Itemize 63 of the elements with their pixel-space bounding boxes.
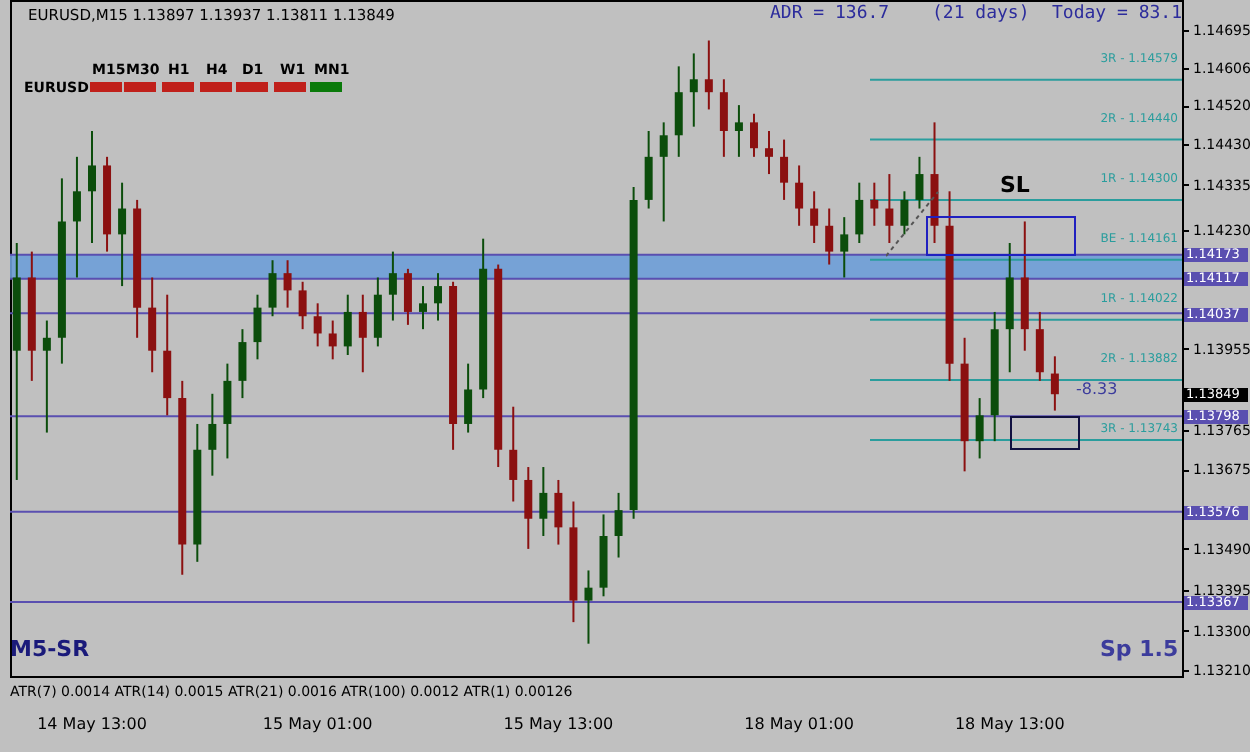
- x-tick-label: 18 May 13:00: [954, 715, 1065, 733]
- candlestick: [855, 181, 864, 244]
- candlestick: [704, 39, 713, 111]
- annotation: Sp 1.5: [1100, 636, 1179, 662]
- candlestick: [554, 478, 563, 546]
- annotation: M5-SR: [10, 636, 90, 662]
- candlestick: [780, 138, 789, 201]
- candlestick: [298, 280, 307, 331]
- candlestick: [118, 181, 127, 288]
- candlestick: [434, 272, 443, 322]
- annotation: (21 days): [932, 4, 1030, 24]
- candlestick: [1035, 310, 1044, 382]
- x-tick-label: 15 May 13:00: [503, 715, 614, 733]
- annotation: -8.33: [1076, 380, 1118, 399]
- candlestick: [674, 65, 683, 158]
- candlestick: [1050, 355, 1059, 412]
- candlestick: [358, 293, 367, 374]
- candlestick: [418, 285, 427, 331]
- candlestick: [253, 293, 262, 361]
- candlestick: [539, 466, 548, 537]
- candlestick: [313, 302, 322, 348]
- x-tick-label: 15 May 01:00: [262, 715, 373, 733]
- candlestick: [403, 267, 412, 326]
- annotation: SL: [1000, 172, 1030, 198]
- candlestick: [900, 190, 909, 236]
- candlestick: [283, 259, 292, 309]
- candlestick: [885, 173, 894, 244]
- candlestick: [223, 362, 232, 460]
- candlestick: [208, 392, 217, 477]
- candlestick: [524, 466, 533, 550]
- candlestick: [268, 259, 277, 318]
- candlestick: [810, 190, 819, 244]
- candlestick: [42, 319, 51, 434]
- candlestick: [509, 405, 518, 503]
- candlestick: [388, 250, 397, 322]
- candlestick: [795, 164, 804, 227]
- candlestick: [87, 129, 96, 244]
- candlestick: [870, 181, 879, 227]
- candlestick: [689, 52, 698, 128]
- annotation: Today = 83.1: [1052, 4, 1183, 24]
- candlestick: [825, 207, 834, 266]
- candlestick: [373, 276, 382, 348]
- candlestick: [975, 397, 984, 460]
- candlestick: [148, 276, 157, 374]
- candlestick: [840, 216, 849, 279]
- candlestick: [614, 491, 623, 559]
- candlestick: [765, 129, 774, 176]
- candlestick: [644, 129, 653, 210]
- candlestick: [659, 121, 668, 223]
- candlestick: [719, 78, 728, 158]
- candlestick: [163, 293, 172, 417]
- x-tick-label: 14 May 13:00: [37, 715, 147, 733]
- annotation: ADR = 136.7: [770, 4, 890, 24]
- x-tick-label: 18 May 01:00: [744, 715, 854, 733]
- candlestick: [343, 293, 352, 357]
- candlestick: [238, 328, 247, 400]
- candlestick: [464, 362, 473, 434]
- candlestick: [749, 112, 758, 158]
- candlestick: [734, 104, 743, 158]
- candlestick: [915, 155, 924, 210]
- candlestick: [328, 319, 337, 361]
- candlestick: [584, 569, 593, 645]
- candlestick: [72, 155, 81, 279]
